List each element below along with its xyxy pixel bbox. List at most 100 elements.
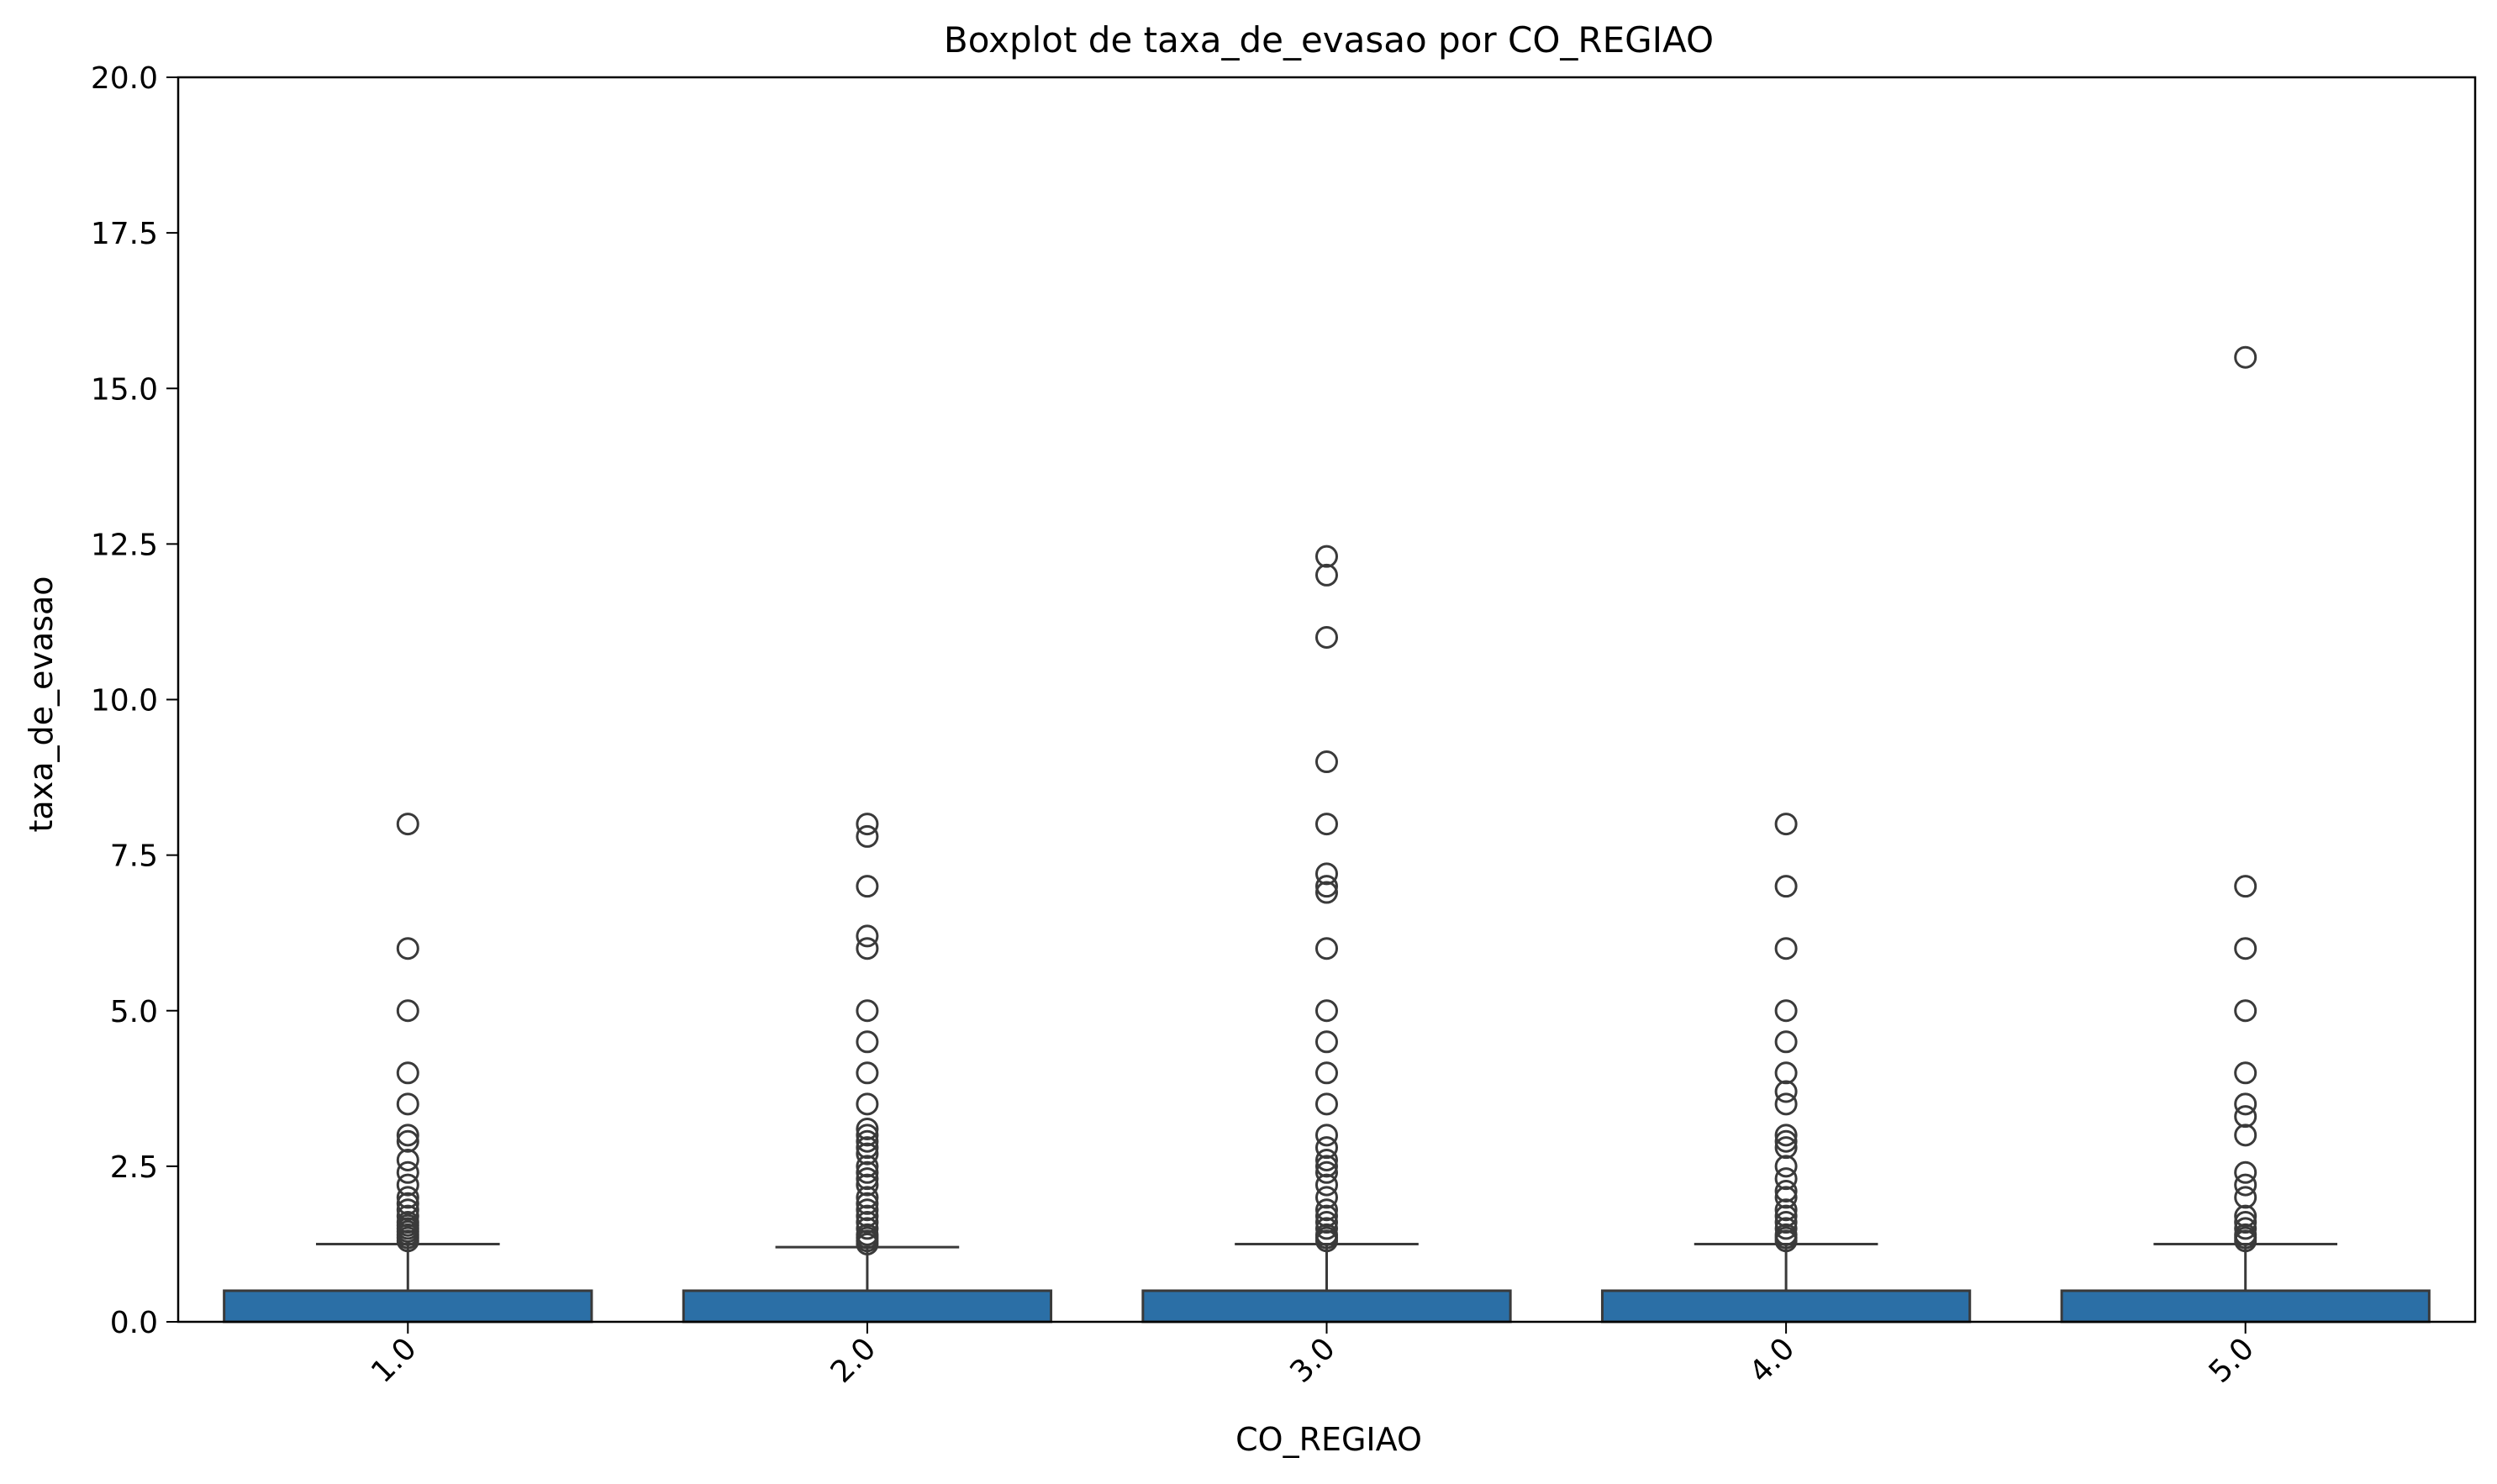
y-tick-label: 12.5: [91, 528, 158, 562]
outlier-point: [1774, 1136, 1798, 1160]
outlier-point: [856, 813, 879, 836]
outlier-point: [1774, 1124, 1798, 1147]
outlier-point: [2234, 1204, 2257, 1228]
outlier-point: [856, 1030, 879, 1054]
outlier-point: [396, 1198, 419, 1222]
outlier-point: [1774, 1179, 1798, 1202]
outlier-point: [1315, 999, 1338, 1023]
outlier-point: [1774, 1030, 1798, 1054]
x-tick-label: 3.0: [1283, 1331, 1341, 1389]
outlier-point: [856, 1117, 879, 1140]
outlier-point: [856, 924, 879, 948]
box: [682, 1289, 1053, 1323]
outlier-point: [856, 1124, 879, 1147]
y-tick-label: 17.5: [91, 217, 158, 251]
outlier-point: [2234, 1105, 2257, 1129]
box: [1600, 1289, 1972, 1323]
x-tick-label: 1.0: [365, 1331, 423, 1389]
outlier-point: [1315, 1186, 1338, 1209]
x-tick-label: 2.0: [824, 1331, 882, 1389]
outlier-point: [396, 1204, 419, 1228]
outlier-point: [396, 1061, 419, 1085]
y-tick-label: 0.0: [110, 1306, 158, 1340]
y-tick-label: 5.0: [110, 995, 158, 1029]
outlier-point: [396, 1092, 419, 1116]
outlier-point: [2234, 875, 2257, 898]
outlier-point: [856, 875, 879, 898]
outlier-point: [856, 1155, 879, 1178]
outlier-point: [2234, 345, 2257, 369]
x-axis-label: CO_REGIAO: [1235, 1421, 1422, 1458]
outlier-point: [1774, 999, 1798, 1023]
outlier-point: [2234, 1211, 2257, 1234]
outlier-point: [2234, 1173, 2257, 1197]
outlier-point: [1774, 1223, 1798, 1246]
box: [223, 1289, 593, 1323]
outlier-point: [1315, 1092, 1338, 1116]
outlier-point: [1774, 1080, 1798, 1103]
outlier-point: [396, 1148, 419, 1171]
outlier-point: [856, 1160, 879, 1184]
outlier-point: [856, 1204, 879, 1228]
outlier-point: [2234, 1217, 2257, 1240]
outlier-point: [856, 1192, 879, 1215]
outlier-point: [2234, 1223, 2257, 1246]
outlier-point: [1315, 1211, 1338, 1234]
outlier-point: [396, 1211, 419, 1234]
y-tick-label: 10.0: [91, 684, 158, 718]
outlier-point: [2234, 1124, 2257, 1147]
outlier-point: [1315, 1148, 1338, 1171]
outlier-point: [1315, 1223, 1338, 1246]
y-axis-label: taxa_de_evasao: [23, 576, 60, 833]
outlier-point: [856, 1167, 879, 1191]
outlier-point: [856, 1173, 879, 1197]
outlier-point: [1315, 625, 1338, 649]
outlier-point: [856, 1223, 879, 1246]
y-tick-label: 20.0: [91, 61, 158, 96]
box: [1141, 1289, 1512, 1323]
outlier-point: [396, 1192, 419, 1215]
outlier-point: [1774, 1204, 1798, 1228]
outlier-point: [2234, 1061, 2257, 1085]
outlier-point: [1774, 1217, 1798, 1240]
outlier-point: [396, 1124, 419, 1147]
outlier-point: [1774, 937, 1798, 960]
outlier-point: [396, 1129, 419, 1153]
outlier-point: [1315, 1124, 1338, 1147]
outlier-point: [1774, 1061, 1798, 1085]
outlier-point: [856, 1092, 879, 1116]
outlier-point: [1315, 1173, 1338, 1197]
outlier-point: [1315, 1160, 1338, 1184]
outlier-point: [1315, 862, 1338, 886]
y-tick-label: 15.0: [91, 372, 158, 407]
outlier-point: [396, 1160, 419, 1184]
outlier-point: [1315, 1204, 1338, 1228]
outlier-point: [856, 1136, 879, 1160]
box: [2060, 1289, 2431, 1323]
outlier-point: [856, 1211, 879, 1234]
outlier-point: [1774, 1186, 1798, 1209]
outlier-point: [2234, 1186, 2257, 1209]
outlier-point: [1315, 750, 1338, 774]
outlier-point: [1315, 1198, 1338, 1222]
outlier-point: [1774, 1155, 1798, 1178]
outlier-point: [1774, 1092, 1798, 1116]
outlier-point: [2234, 999, 2257, 1023]
chart-title: Boxplot de taxa_de_evasao por CO_REGIAO: [944, 19, 1714, 61]
outlier-point: [856, 1061, 879, 1085]
outlier-point: [1774, 1211, 1798, 1234]
outlier-point: [1315, 1155, 1338, 1178]
outlier-point: [1774, 813, 1798, 836]
outlier-point: [2234, 1160, 2257, 1184]
outlier-point: [1315, 1030, 1338, 1054]
outlier-point: [1774, 875, 1798, 898]
outlier-point: [396, 1173, 419, 1197]
y-tick-label: 2.5: [110, 1150, 158, 1185]
outlier-point: [1774, 1167, 1798, 1191]
axes-frame: [176, 76, 2477, 1323]
outlier-point: [1315, 937, 1338, 960]
outlier-point: [856, 937, 879, 960]
outlier-point: [2234, 1092, 2257, 1116]
outlier-point: [856, 1217, 879, 1240]
